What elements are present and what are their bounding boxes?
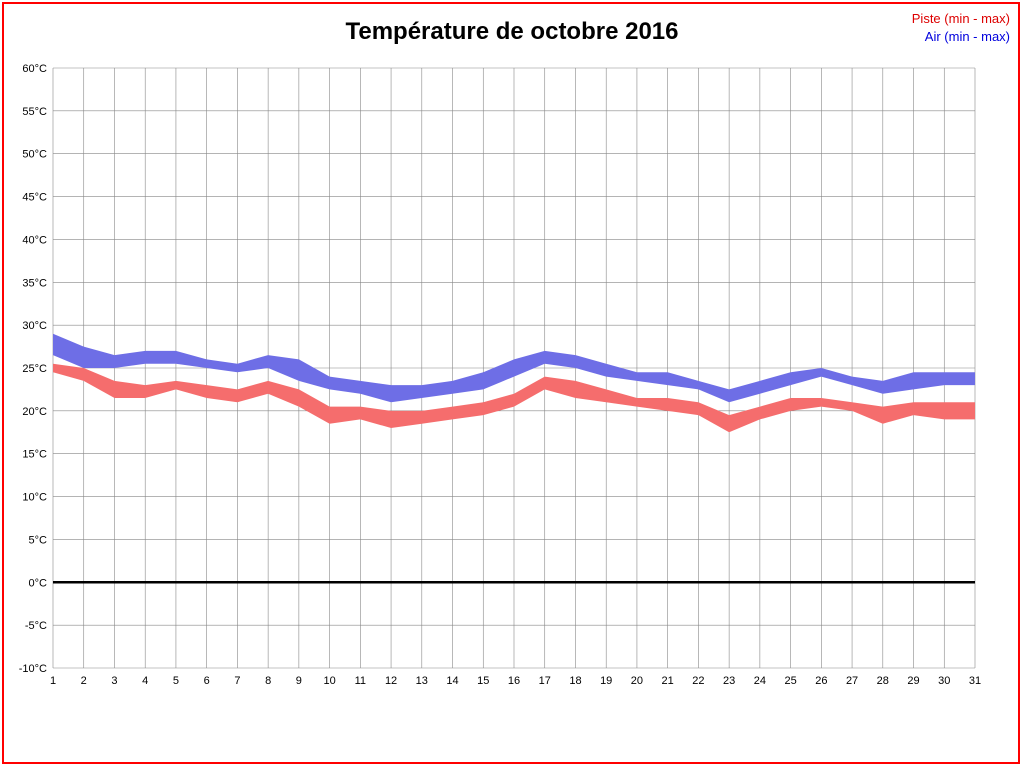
y-tick-label: 55°C — [22, 106, 47, 118]
y-tick-label: 40°C — [22, 234, 47, 246]
x-tick-label: 30 — [938, 675, 950, 687]
legend: Piste (min - max) Air (min - max) — [912, 10, 1010, 46]
legend-piste-label: Piste (min - max) — [911, 11, 1010, 26]
page-title: Température de octobre 2016 — [345, 18, 679, 45]
y-tick-label: 30°C — [22, 320, 47, 332]
y-tick-label: -5°C — [25, 620, 47, 632]
x-tick-label: 17 — [539, 675, 551, 687]
legend-air-label: Air (min - max) — [924, 29, 1010, 44]
x-tick-label: 9 — [296, 675, 302, 687]
y-tick-label: -10°C — [19, 663, 47, 675]
x-tick-label: 15 — [477, 675, 489, 687]
x-tick-label: 22 — [692, 675, 704, 687]
x-tick-label: 18 — [569, 675, 581, 687]
x-tick-label: 25 — [784, 675, 796, 687]
x-tick-label: 28 — [877, 675, 889, 687]
y-tick-label: 15°C — [22, 449, 47, 461]
series-band-piste — [53, 363, 975, 433]
x-tick-label: 4 — [142, 675, 148, 687]
y-tick-label: 35°C — [22, 277, 47, 289]
x-tick-label: 8 — [265, 675, 271, 687]
x-tick-label: 3 — [111, 675, 117, 687]
x-tick-label: 5 — [173, 675, 179, 687]
x-tick-label: 26 — [815, 675, 827, 687]
x-tick-label: 14 — [446, 675, 458, 687]
y-tick-label: 5°C — [29, 534, 48, 546]
x-tick-label: 16 — [508, 675, 520, 687]
x-tick-label: 2 — [81, 675, 87, 687]
x-tick-label: 12 — [385, 675, 397, 687]
y-tick-label: 45°C — [22, 192, 47, 204]
x-tick-label: 1 — [50, 675, 56, 687]
x-tick-label: 10 — [323, 675, 335, 687]
y-tick-label: 0°C — [29, 577, 48, 589]
x-tick-label: 21 — [662, 675, 674, 687]
y-tick-label: 10°C — [22, 492, 47, 504]
x-tick-label: 20 — [631, 675, 643, 687]
y-tick-label: 20°C — [22, 406, 47, 418]
x-tick-label: 11 — [355, 675, 366, 687]
x-tick-label: 7 — [234, 675, 240, 687]
x-tick-label: 27 — [846, 675, 858, 687]
x-tick-label: 29 — [907, 675, 919, 687]
y-tick-label: 25°C — [22, 363, 47, 375]
x-tick-label: 31 — [969, 675, 981, 687]
x-tick-label: 13 — [416, 675, 428, 687]
x-tick-label: 19 — [600, 675, 612, 687]
x-tick-label: 24 — [754, 675, 766, 687]
y-tick-label: 50°C — [22, 149, 47, 161]
y-tick-label: 60°C — [22, 63, 47, 75]
x-tick-label: 6 — [204, 675, 210, 687]
series-band-air — [53, 333, 975, 403]
x-tick-label: 23 — [723, 675, 735, 687]
